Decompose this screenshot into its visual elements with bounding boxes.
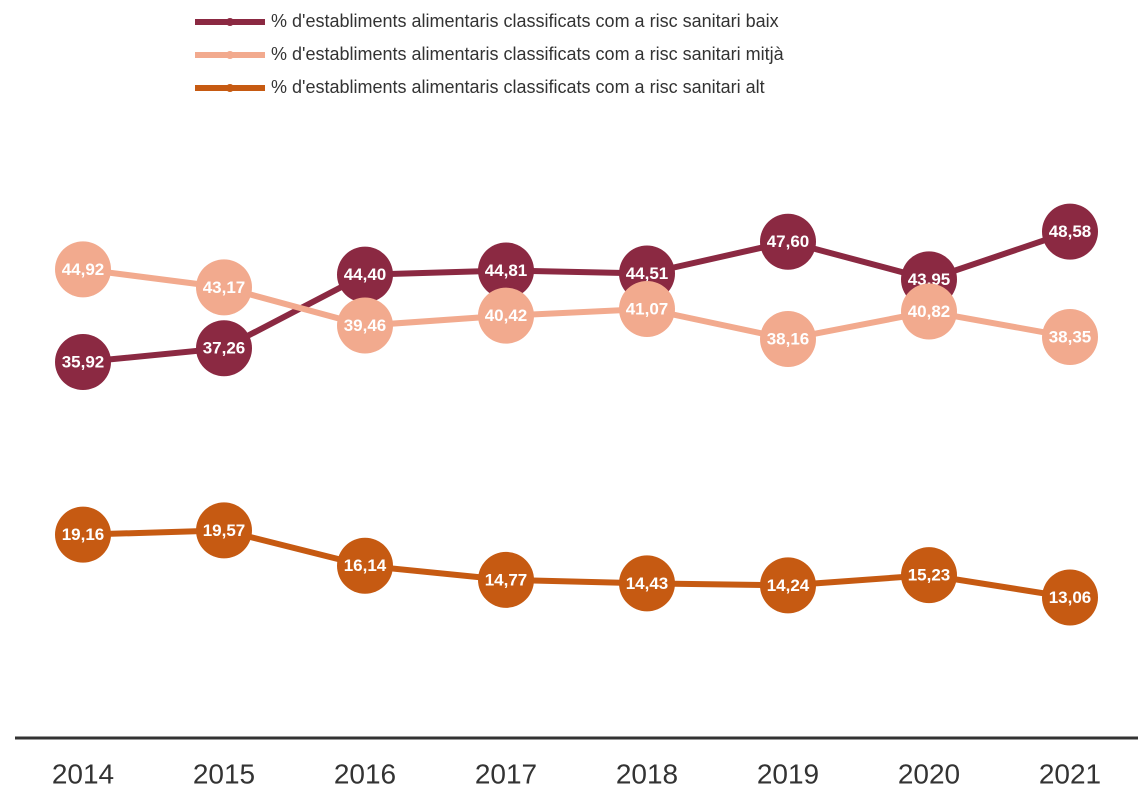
data-point — [901, 547, 957, 604]
data-label: 43,17 — [203, 278, 246, 297]
data-label: 19,57 — [203, 521, 246, 540]
data-point — [478, 551, 534, 608]
x-tick-label: 2014 — [52, 758, 114, 789]
data-label: 44,92 — [62, 260, 105, 279]
x-tick-label: 2018 — [616, 758, 678, 789]
data-point — [337, 297, 393, 354]
legend-text: % d'establiments alimentaris classificat… — [271, 44, 785, 64]
legend-text: % d'establiments alimentaris classificat… — [271, 77, 765, 97]
data-point — [196, 259, 252, 316]
data-point — [619, 555, 675, 612]
data-label: 35,92 — [62, 353, 105, 372]
data-label: 44,81 — [485, 261, 528, 280]
data-label: 14,24 — [767, 576, 810, 595]
data-label: 47,60 — [767, 232, 810, 251]
data-label: 19,16 — [62, 525, 105, 544]
data-label: 43,95 — [908, 270, 951, 289]
data-point — [196, 502, 252, 559]
data-point — [901, 283, 957, 340]
data-point — [1042, 569, 1098, 626]
data-point — [1042, 308, 1098, 365]
x-tick-label: 2017 — [475, 758, 537, 789]
data-label: 37,26 — [203, 339, 246, 358]
data-label: 44,51 — [626, 264, 669, 283]
x-tick-label: 2016 — [334, 758, 396, 789]
data-point — [478, 287, 534, 344]
data-label: 14,77 — [485, 570, 528, 589]
data-point — [1042, 203, 1098, 260]
data-label: 40,42 — [485, 306, 528, 325]
x-tick-label: 2020 — [898, 758, 960, 789]
data-label: 40,82 — [908, 302, 951, 321]
data-label: 41,07 — [626, 299, 669, 318]
data-label: 15,23 — [908, 566, 951, 585]
data-label: 38,35 — [1049, 327, 1092, 346]
legend-marker — [226, 84, 234, 92]
data-point — [337, 246, 393, 303]
legend-marker — [226, 18, 234, 26]
data-point — [760, 310, 816, 367]
data-label: 13,06 — [1049, 588, 1092, 607]
x-tick-label: 2021 — [1039, 758, 1101, 789]
data-point — [478, 242, 534, 299]
data-label: 38,16 — [767, 329, 810, 348]
data-point — [55, 241, 111, 298]
data-point — [619, 280, 675, 337]
data-label: 14,43 — [626, 574, 669, 593]
legend-text: % d'establiments alimentaris classificat… — [271, 11, 779, 31]
data-point — [196, 320, 252, 377]
data-point — [55, 506, 111, 563]
data-label: 44,40 — [344, 265, 387, 284]
data-point — [760, 557, 816, 614]
data-label: 39,46 — [344, 316, 387, 335]
x-tick-label: 2019 — [757, 758, 819, 789]
data-point — [337, 537, 393, 594]
data-point — [55, 334, 111, 391]
data-label: 16,14 — [344, 556, 387, 575]
legend-marker — [226, 51, 234, 59]
x-tick-label: 2015 — [193, 758, 255, 789]
data-point — [760, 213, 816, 270]
data-label: 48,58 — [1049, 222, 1092, 241]
